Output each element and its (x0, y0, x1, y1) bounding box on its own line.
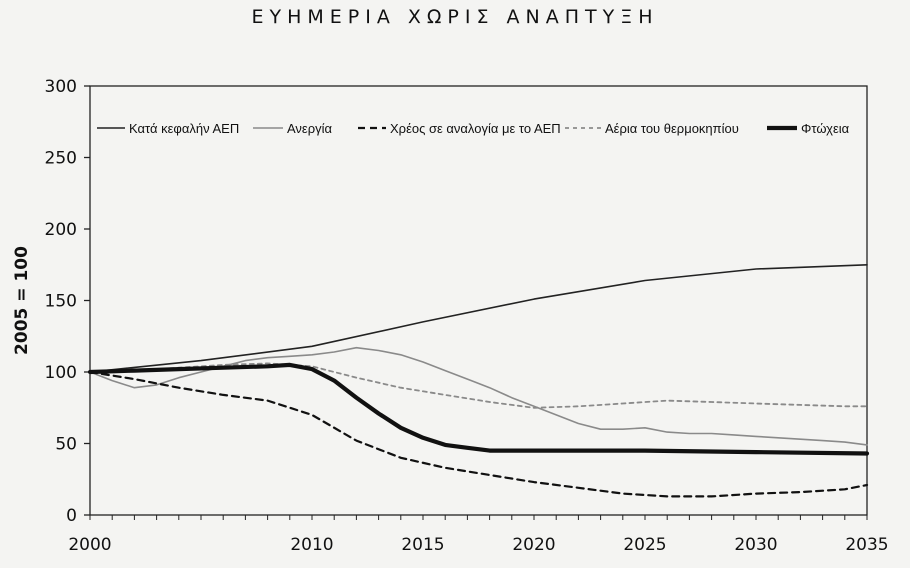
axes-layer: 0 50 100 150 200 250 300 2000 2010 2015 2020 2025 20… (12, 77, 889, 555)
series-line-1 (89, 346, 868, 446)
legend-item-0: Κατά κεφαλήν ΑΕΠ (97, 121, 239, 136)
y-axis-label: 2005 = 100 (12, 246, 32, 355)
legend-item-4: Φτώχεια (767, 121, 850, 136)
legend-label: Αέρια του θερμοκηπίου (605, 121, 739, 136)
y-tick-label: 250 (45, 149, 77, 169)
y-tick-label: 200 (45, 220, 77, 240)
x-tick-label: 2020 (512, 535, 555, 555)
x-tick-label: 2010 (290, 535, 333, 555)
y-tick-label: 0 (66, 506, 77, 526)
series-line-4 (87, 362, 870, 456)
legend-label: Κατά κεφαλήν ΑΕΠ (129, 121, 239, 136)
legend-item-2: Χρέος σε αναλογία με το ΑΕΠ (358, 121, 561, 136)
x-tick-label: 2000 (68, 535, 111, 555)
x-tick-label: 2015 (401, 535, 444, 555)
series-line-0 (89, 264, 868, 373)
y-tick-label: 150 (45, 292, 77, 312)
x-tick-label: 2035 (845, 535, 888, 555)
x-tick-label: 2025 (623, 535, 666, 555)
legend-label: Χρέος σε αναλογία με το ΑΕΠ (390, 121, 561, 136)
y-tick-label: 100 (45, 363, 77, 383)
legend: Κατά κεφαλήν ΑΕΠ Ανεργία Χρέος σε αναλογία… (97, 121, 850, 136)
legend-label: Ανεργία (287, 121, 333, 136)
series-layer (87, 264, 870, 498)
x-tick-label: 2030 (734, 535, 777, 555)
series-line-2 (88, 370, 869, 498)
y-tick-label: 300 (45, 77, 77, 97)
y-tick-label: 50 (55, 435, 77, 455)
legend-item-3: Αέρια του θερμοκηπίου (565, 121, 739, 136)
chart-title: ΕΥΗΜΕΡΙΑ ΧΩΡΙΣ ΑΝΑΠΤΥΞΗ (251, 6, 659, 28)
series-line-3 (89, 362, 868, 409)
legend-item-1: Ανεργία (253, 121, 333, 136)
legend-label: Φτώχεια (801, 121, 850, 136)
